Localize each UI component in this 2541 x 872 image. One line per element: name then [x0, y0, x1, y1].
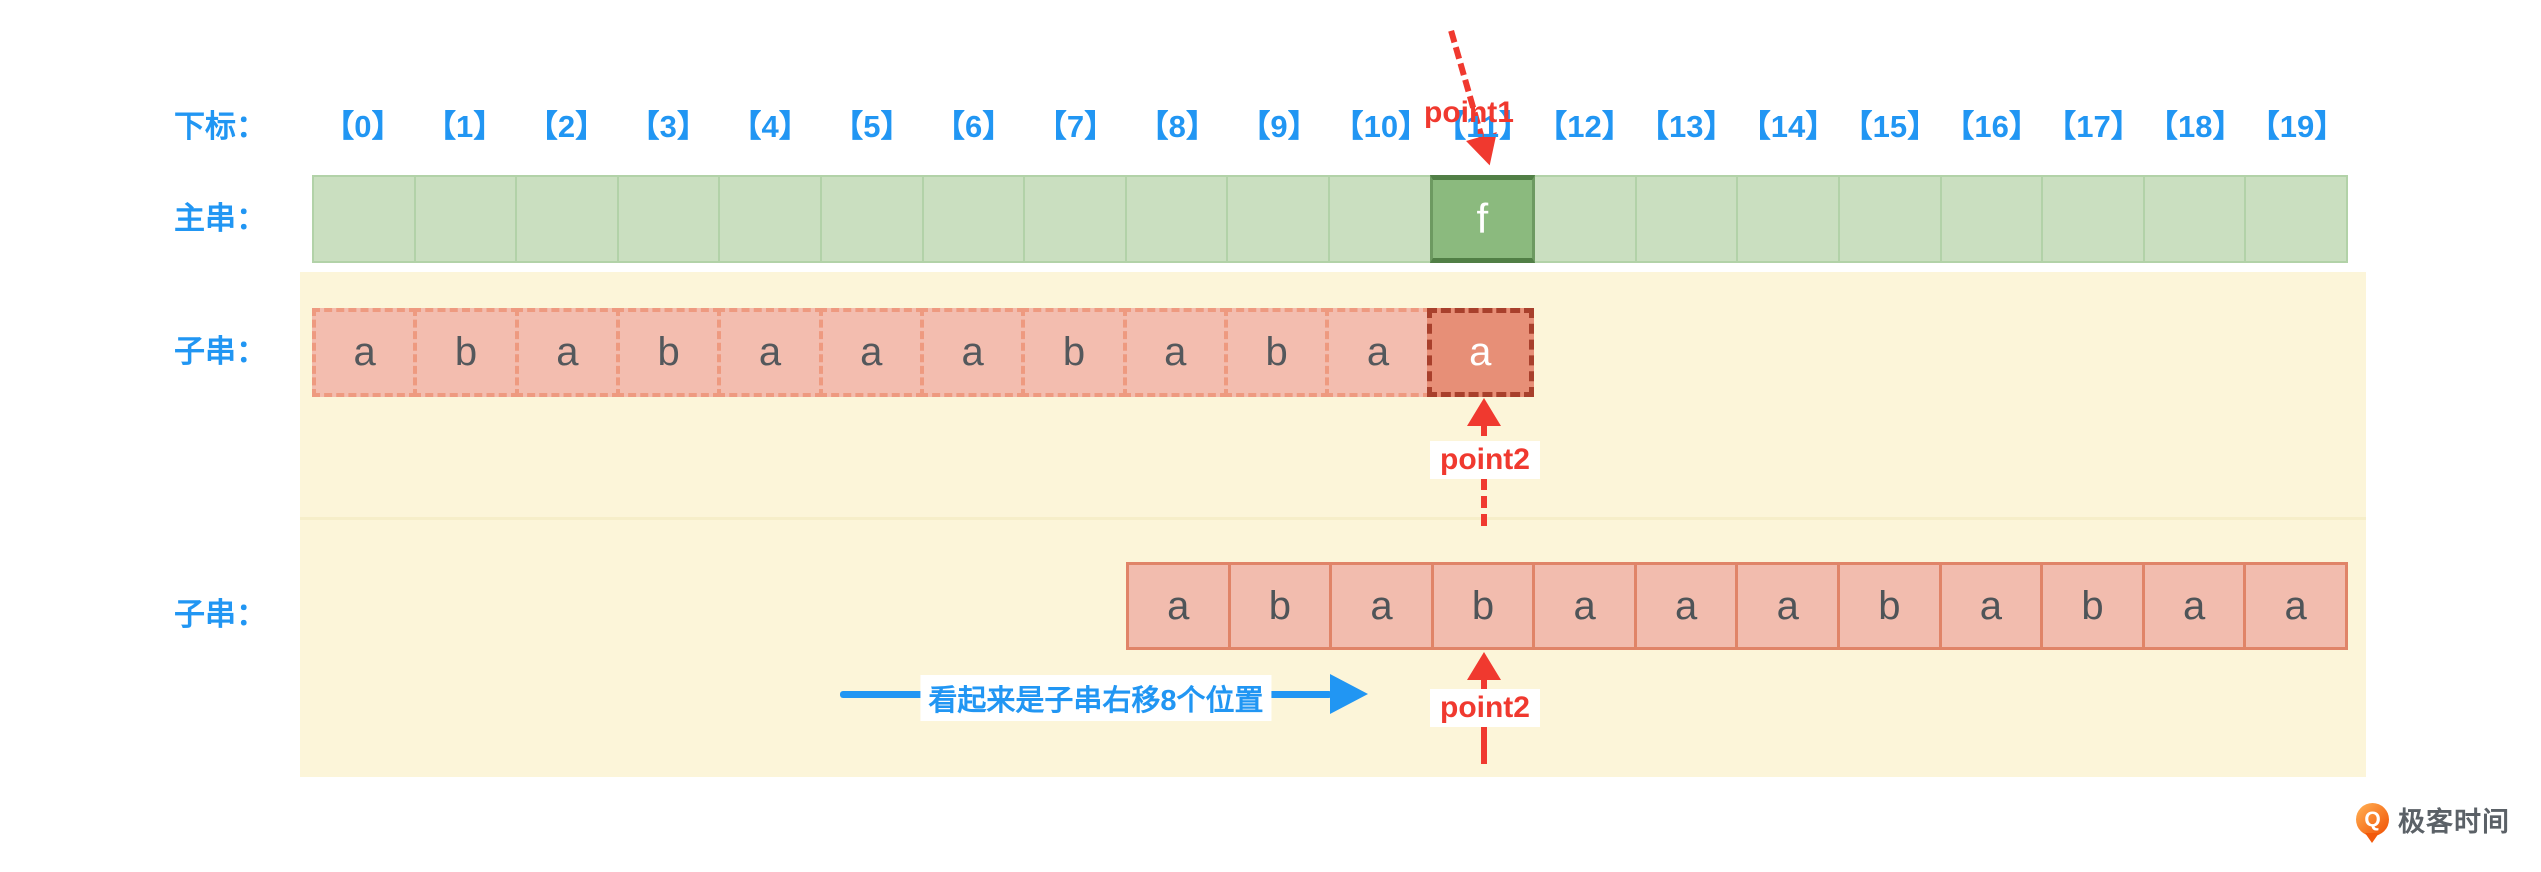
main-string-cell: [616, 175, 721, 263]
index-row: 【0】 【1】 【2】 【3】 【4】 【5】 【6】 【7】 【8】 【9】 【10】 【11】 【1…: [312, 106, 2348, 148]
main-string-cell: [2041, 175, 2145, 263]
geektime-logo: Q 极客时间: [2356, 800, 2510, 843]
index-label: 【2】: [526, 109, 607, 144]
geektime-logo-glyph: Q: [2364, 808, 2381, 831]
index-label: 【19】: [2248, 109, 2346, 144]
index-label: 【12】: [1536, 109, 1633, 144]
substring2-cell: a: [1633, 562, 1739, 650]
main-string-cell: [1939, 175, 2044, 263]
main-string-cell: f: [1429, 175, 1536, 263]
substring1-cell: b: [615, 308, 722, 397]
index-label: 【5】: [832, 109, 912, 144]
geektime-logo-text: 极客时间: [2398, 807, 2510, 837]
main-string-cell: [819, 175, 924, 263]
main-string-cell: [1023, 175, 1127, 263]
point2-bottom-arrow-icon: [1467, 652, 1501, 680]
main-string-cell: [2244, 175, 2348, 263]
main-string-cell: [921, 175, 1026, 263]
panel-divider: [300, 517, 2366, 520]
substring2-cell: a: [1938, 562, 2044, 650]
substring1-label: 子串：: [174, 334, 267, 369]
index-label: 【14】: [1739, 109, 1837, 144]
substring1-cell: b: [1223, 308, 1330, 397]
substring1-cell: a: [1122, 308, 1228, 397]
shift-note-label: 看起来是子串右移8个位置: [920, 675, 1272, 721]
shift-arrow-head-icon: [1330, 674, 1368, 714]
substring1-cell: a: [717, 308, 823, 397]
main-string-cell: [1226, 175, 1330, 263]
substring2-label: 子串：: [174, 597, 267, 632]
index-label: 【9】: [1239, 109, 1319, 144]
index-label: 【7】: [1035, 109, 1116, 144]
substring1-cell: a: [514, 308, 620, 397]
index-label: 【16】: [1943, 109, 2040, 144]
substring1-cell: a: [312, 308, 418, 397]
point1-label: point1: [1424, 96, 1514, 129]
substring2-cell: b: [1227, 562, 1333, 650]
index-label: 【0】: [323, 109, 403, 144]
substring2-cell: a: [1126, 562, 1231, 650]
index-label: 【15】: [1841, 109, 1939, 144]
main-string-cell: [1634, 175, 1739, 263]
main-string-cell: [718, 175, 822, 263]
index-row-label: 下标：: [174, 109, 267, 144]
main-string-cell: [1124, 175, 1229, 263]
main-string-cell: [413, 175, 518, 263]
main-string-cell: [1837, 175, 1942, 263]
index-label: 【6】: [934, 109, 1014, 144]
main-string-cell: [1736, 175, 1840, 263]
index-label: 【18】: [2147, 109, 2244, 144]
substring1-cell: b: [1021, 308, 1127, 397]
substring1-cell: a: [1426, 308, 1534, 397]
point2-bottom-label: point2: [1430, 689, 1540, 727]
point2-top-arrow-icon: [1467, 398, 1501, 426]
substring2-cell: a: [2243, 562, 2348, 650]
index-label: 【4】: [730, 109, 810, 144]
substring2-cell: b: [1430, 562, 1536, 650]
substring2-cell: a: [2141, 562, 2247, 650]
substring2-cell: a: [1329, 562, 1434, 650]
index-label: 【13】: [1638, 109, 1735, 144]
main-string-cell: [515, 175, 619, 263]
main-string-label: 主串：: [174, 201, 267, 236]
point2-top-label: point2: [1430, 441, 1540, 479]
substring2-cell: b: [2040, 562, 2145, 650]
substring1-cell: a: [919, 308, 1026, 397]
main-string-cell: [312, 175, 416, 263]
substring1-cell: a: [1325, 308, 1431, 397]
substring2-cell: a: [1532, 562, 1637, 650]
substring2-cell: b: [1837, 562, 1942, 650]
substring2-cell: a: [1735, 562, 1841, 650]
substring1-cell: a: [818, 308, 924, 397]
index-label: 【8】: [1137, 109, 1217, 144]
geektime-logo-icon: Q: [2356, 803, 2389, 843]
index-label: 【1】: [425, 109, 505, 144]
index-label: 【3】: [628, 109, 708, 144]
main-string-cell: [1533, 175, 1637, 263]
index-label: 【11】: [1435, 109, 1531, 144]
main-string-cell: [1327, 175, 1432, 263]
main-string-row: f: [312, 175, 2348, 263]
main-string-cell: [2142, 175, 2247, 263]
index-label: 【17】: [2045, 109, 2142, 144]
index-label: 【10】: [1332, 109, 1430, 144]
substring1-cell: b: [413, 308, 519, 397]
